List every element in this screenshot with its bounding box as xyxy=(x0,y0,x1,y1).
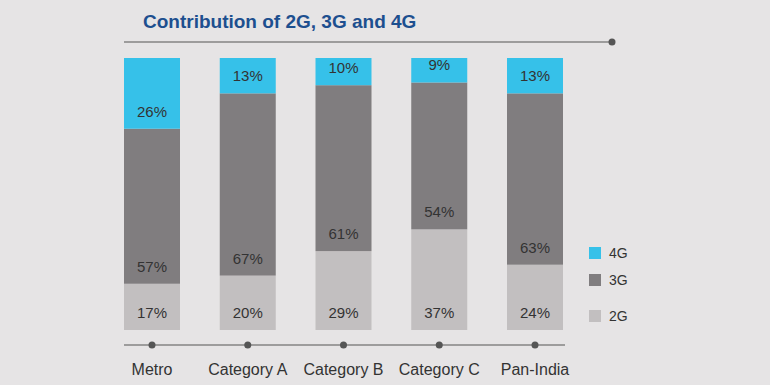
legend-swatch xyxy=(589,310,601,322)
legend-swatch xyxy=(589,247,601,259)
bar-segment xyxy=(411,229,467,330)
data-label: 57% xyxy=(137,258,167,275)
data-label: 10% xyxy=(328,59,358,76)
x-tick-dot xyxy=(149,342,156,349)
legend-swatch xyxy=(589,274,601,286)
chart: Contribution of 2G, 3G and 4G 17% 20% 29% 37… xyxy=(0,0,770,385)
title-rule-dot xyxy=(609,39,616,46)
background xyxy=(0,0,770,385)
x-tick-label: Pan-India xyxy=(501,361,570,378)
data-label: 26% xyxy=(137,103,167,120)
bar-segment xyxy=(220,276,276,330)
data-label: 61% xyxy=(328,225,358,242)
x-tick-dot xyxy=(340,342,347,349)
legend-label: 3G xyxy=(609,272,628,288)
bar-segment xyxy=(316,85,372,251)
data-labels: 17% 20% 29% 37% 24% 57% 67% 61% 54% 63% 26% 13% 10% 9… xyxy=(137,56,550,321)
x-tick-label: Category C xyxy=(399,361,480,378)
bar-segment xyxy=(507,265,563,330)
data-label: 17% xyxy=(137,304,167,321)
data-label: 29% xyxy=(328,304,358,321)
x-tick-dot xyxy=(244,342,251,349)
bar-segment xyxy=(220,58,276,93)
x-tick-label: Category B xyxy=(303,361,383,378)
bar-segment xyxy=(124,129,180,284)
legend-label: 4G xyxy=(609,245,628,261)
title: Contribution of 2G, 3G and 4G xyxy=(143,11,416,32)
x-tick-dot xyxy=(532,342,539,349)
bar-segment xyxy=(316,58,372,85)
data-label: 9% xyxy=(428,56,450,73)
title-rule xyxy=(124,41,612,42)
x-tick-label: Category A xyxy=(208,361,287,378)
bar-segment xyxy=(507,58,563,93)
data-label: 54% xyxy=(424,203,454,220)
data-label: 20% xyxy=(233,304,263,321)
data-label: 63% xyxy=(520,239,550,256)
bar-segment xyxy=(507,93,563,264)
bars xyxy=(124,58,563,330)
data-label: 13% xyxy=(520,67,550,84)
bar-segment xyxy=(220,93,276,275)
legend-label: 2G xyxy=(609,308,628,324)
bar-segment xyxy=(124,58,180,129)
x-tick-dot xyxy=(436,342,443,349)
data-label: 24% xyxy=(520,304,550,321)
bar-segment xyxy=(124,284,180,330)
bar-segment xyxy=(411,82,467,229)
x-tick-label: Metro xyxy=(132,361,173,378)
data-label: 67% xyxy=(233,250,263,267)
bar-segment xyxy=(316,251,372,330)
legend: 4G 3G 2G xyxy=(589,245,628,324)
data-label: 13% xyxy=(233,67,263,84)
data-label: 37% xyxy=(424,304,454,321)
